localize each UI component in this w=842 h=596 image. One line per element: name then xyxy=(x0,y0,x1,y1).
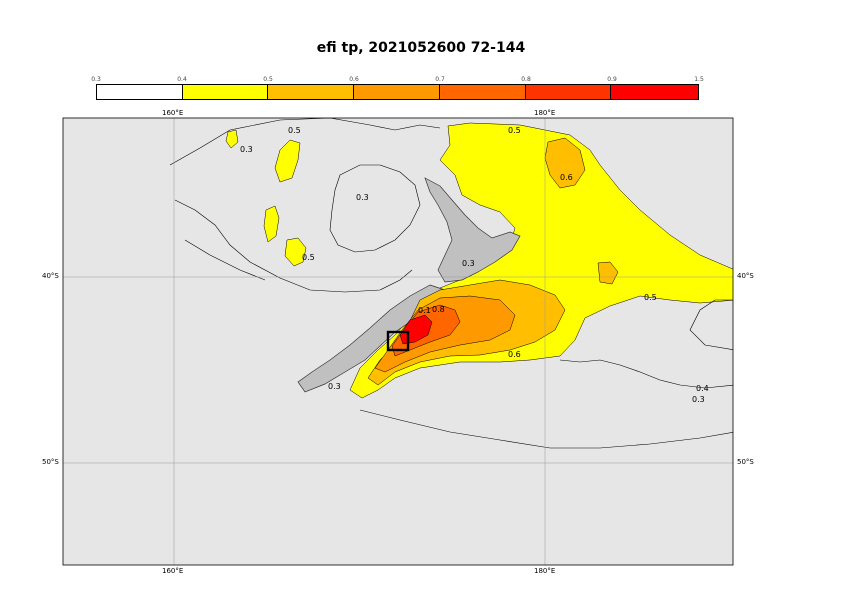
legend-tick: 1.5 xyxy=(694,76,704,83)
contour-label: 0.5 xyxy=(302,253,315,262)
legend-tick: 0.9 xyxy=(607,76,617,83)
lat-label-right: 40°S xyxy=(737,272,754,280)
contour-line xyxy=(689,299,733,350)
legend-tick: 0.7 xyxy=(435,76,445,83)
contour-label: 0.3 xyxy=(692,395,705,404)
colorbar-segment xyxy=(182,85,269,99)
efi-yellow-patch xyxy=(284,237,307,267)
contour-line xyxy=(169,118,441,293)
legend-tick: 0.6 xyxy=(349,76,359,83)
colorbar-segment xyxy=(354,85,440,99)
colorbar-segment xyxy=(611,85,699,99)
contour-line xyxy=(329,164,421,253)
contour-label: 0.8 xyxy=(432,305,445,314)
efi-orange-patch xyxy=(544,137,586,189)
contour-label: 0.3 xyxy=(356,193,369,202)
contour-label: 0.6 xyxy=(560,173,573,182)
lat-label-right: 50°S xyxy=(737,458,754,466)
lon-label-bottom: 160°E xyxy=(162,567,184,575)
colorbar-segment xyxy=(268,85,355,99)
lat-label-left: 50°S xyxy=(42,458,59,466)
efi-yellow-patch xyxy=(274,139,301,183)
colorbar-segment xyxy=(439,85,526,99)
legend-tick: 0.8 xyxy=(521,76,531,83)
land-north-island xyxy=(424,177,521,283)
lon-label-top: 180°E xyxy=(534,109,556,117)
contour-label: 0.3 xyxy=(328,382,341,391)
contour-label: 0.5 xyxy=(288,126,301,135)
contour-label: 0.5 xyxy=(508,126,521,135)
legend-tick: 0.3 xyxy=(91,76,101,83)
colorbar-segment xyxy=(525,85,612,99)
contour-label: 0.6 xyxy=(508,350,521,359)
legend-tick: 0.5 xyxy=(263,76,273,83)
contour-label: 0.5 xyxy=(644,293,657,302)
efi-orange-patch xyxy=(597,261,619,285)
colorbar-segment xyxy=(97,85,183,99)
lon-label-top: 160°E xyxy=(162,109,184,117)
efi-yellow-patch xyxy=(225,129,239,149)
efi-yellow-patch xyxy=(263,205,280,243)
contour-label: 0.4 xyxy=(696,384,709,393)
lat-label-left: 40°S xyxy=(42,272,59,280)
map-frame xyxy=(62,117,734,566)
contour-label: 0.3 xyxy=(240,145,253,154)
chart-title: efi tp, 2021052600 72-144 xyxy=(316,40,526,56)
target-region-box xyxy=(386,330,410,352)
legend-tick: 0.4 xyxy=(177,76,187,83)
contour-line xyxy=(359,359,733,449)
contour-label: 0.3 xyxy=(462,259,475,268)
lon-label-bottom: 180°E xyxy=(534,567,556,575)
contour-label: 0.1 xyxy=(418,306,431,315)
colorbar xyxy=(96,84,699,100)
